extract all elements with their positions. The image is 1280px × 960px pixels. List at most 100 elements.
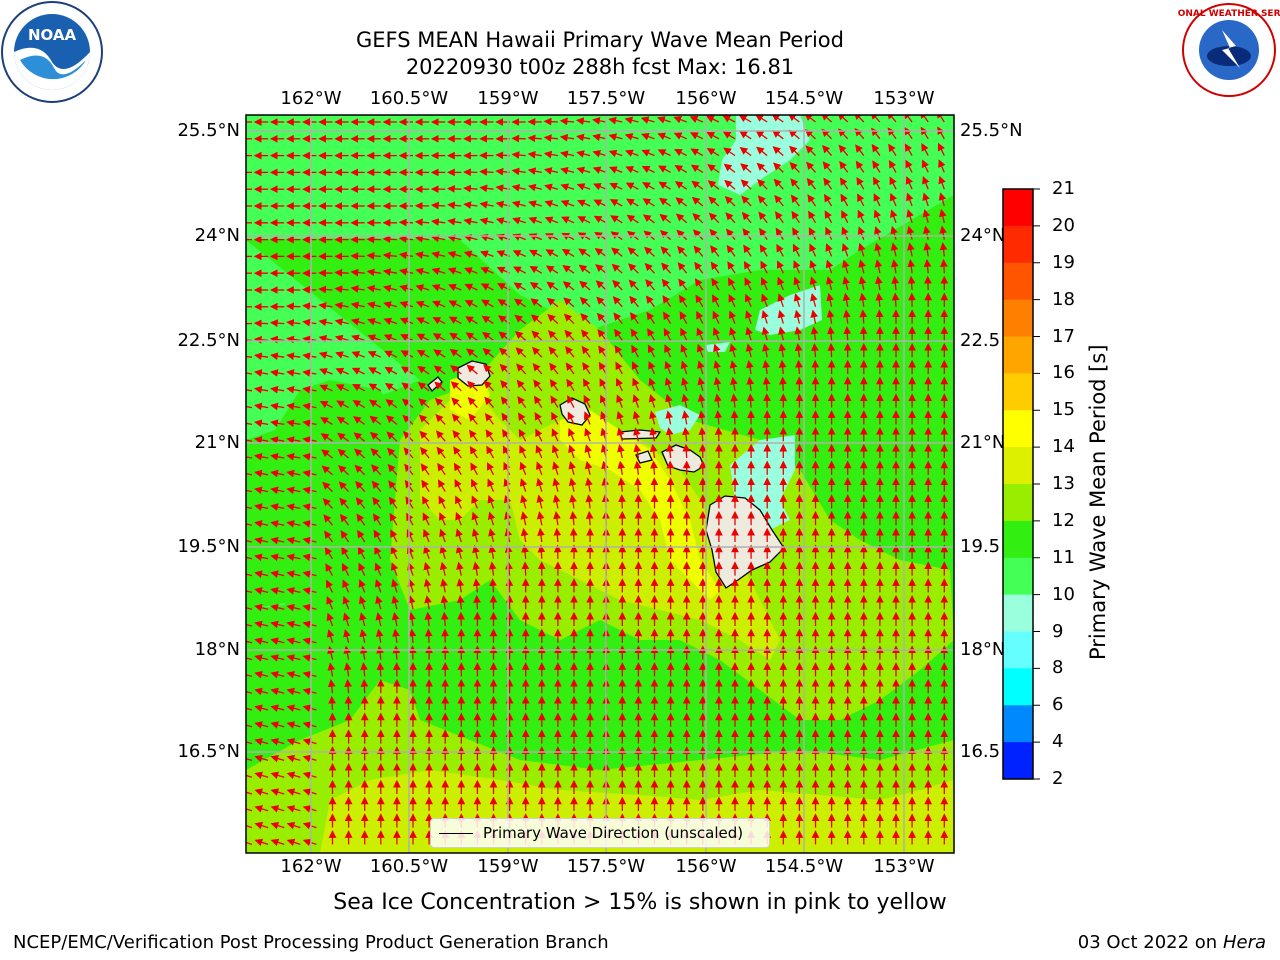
wave-direction-arrow xyxy=(318,285,333,294)
wave-direction-arrow xyxy=(661,278,672,291)
wave-direction-arrow xyxy=(823,177,833,190)
wave-direction-arrow xyxy=(689,115,704,123)
wave-direction-arrow xyxy=(739,130,752,140)
wave-direction-arrow xyxy=(658,165,671,173)
wave-direction-arrow xyxy=(680,327,688,341)
wave-direction-arrow xyxy=(674,148,688,157)
wave-direction-arrow xyxy=(825,259,834,274)
wave-direction-arrow xyxy=(481,315,494,325)
wave-direction-arrow xyxy=(366,301,381,309)
wave-direction-arrow xyxy=(789,161,800,173)
wave-direction-arrow xyxy=(746,376,755,391)
wave-direction-arrow xyxy=(367,334,382,342)
wave-direction-arrow xyxy=(352,383,366,392)
wave-direction-arrow xyxy=(447,184,462,193)
wave-direction-arrow xyxy=(583,411,592,425)
wave-direction-arrow xyxy=(254,419,269,428)
wave-direction-arrow xyxy=(904,126,913,140)
wave-direction-arrow xyxy=(253,385,269,394)
wave-direction-arrow xyxy=(302,419,317,428)
wave-direction-arrow xyxy=(808,226,817,240)
wave-direction-arrow xyxy=(514,330,527,341)
wave-direction-arrow xyxy=(724,196,736,207)
wave-direction-arrow xyxy=(664,377,673,392)
wave-direction-arrow xyxy=(360,678,369,694)
wave-direction-arrow xyxy=(657,149,671,157)
wave-direction-arrow xyxy=(678,278,688,291)
legend-line-icon xyxy=(439,832,473,834)
wave-direction-arrow xyxy=(465,332,478,341)
wave-direction-arrow xyxy=(246,419,253,428)
wave-direction-arrow xyxy=(762,359,771,375)
wave-direction-arrow xyxy=(599,378,607,392)
wave-direction-arrow xyxy=(320,433,333,442)
wave-direction-arrow xyxy=(723,147,736,157)
wave-direction-arrow xyxy=(790,194,800,207)
wave-direction-arrow xyxy=(627,247,639,257)
axis-tick-label: 153°W xyxy=(873,88,935,109)
axis-tick-label: 156°W xyxy=(675,856,737,877)
wave-direction-arrow xyxy=(350,301,365,310)
axis-tick-label: 22.5°N xyxy=(177,330,240,351)
wave-direction-arrow xyxy=(673,116,687,124)
axis-tick-label: 154.5°W xyxy=(764,88,844,109)
wave-direction-arrow xyxy=(920,126,929,140)
wave-direction-arrow xyxy=(583,394,591,408)
footer-date: 03 Oct 2022 on Hera xyxy=(1078,932,1266,953)
wave-direction-arrow xyxy=(547,330,559,341)
wave-direction-arrow xyxy=(353,432,366,442)
wave-direction-arrow xyxy=(320,417,333,425)
wave-direction-arrow xyxy=(624,133,639,141)
wave-direction-arrow xyxy=(511,167,526,176)
chart-subtitle: 20220930 t00z 288h fcst Max: 16.81 xyxy=(405,55,795,79)
wave-direction-arrow xyxy=(839,177,849,190)
wave-direction-arrow xyxy=(624,116,639,125)
island-lanai xyxy=(635,450,653,464)
wave-direction-arrow xyxy=(270,452,285,461)
wave-direction-arrow xyxy=(616,410,624,425)
period-15-region xyxy=(560,410,720,600)
wave-direction-arrow xyxy=(466,364,478,375)
wave-direction-arrow xyxy=(419,430,430,442)
wave-direction-arrow xyxy=(772,146,784,157)
wave-direction-arrow xyxy=(743,244,752,257)
wave-direction-arrow xyxy=(744,293,753,308)
wave-direction-arrow xyxy=(286,302,301,311)
wave-direction-arrow xyxy=(609,199,623,207)
wave-direction-arrow xyxy=(744,277,752,291)
wave-direction-arrow xyxy=(448,316,462,325)
wave-direction-arrow xyxy=(666,460,675,475)
wave-direction-arrow xyxy=(708,212,720,224)
wave-direction-arrow xyxy=(383,317,398,326)
chart-title: GEFS MEAN Hawaii Primary Wave Mean Perio… xyxy=(356,28,844,52)
wave-direction-arrow xyxy=(576,133,591,142)
wave-direction-arrow xyxy=(682,443,691,459)
wave-direction-arrow xyxy=(562,265,575,274)
wave-direction-arrow xyxy=(725,228,736,241)
wave-direction-arrow xyxy=(873,193,881,207)
wave-direction-arrow xyxy=(575,117,591,126)
wave-direction-arrow xyxy=(533,379,543,392)
wave-direction-arrow xyxy=(905,159,913,173)
wave-direction-arrow xyxy=(793,293,802,307)
wave-direction-arrow xyxy=(513,282,527,291)
wave-direction-arrow xyxy=(657,116,671,124)
wave-direction-arrow xyxy=(383,334,398,342)
wave-direction-arrow xyxy=(789,145,800,157)
wave-direction-arrow xyxy=(484,396,494,409)
nws-logo-icon: NATIONAL WEATHER SERVICE xyxy=(1178,3,1280,97)
wave-direction-arrow xyxy=(432,333,446,341)
wave-direction-arrow xyxy=(793,260,801,274)
wave-direction-arrow xyxy=(657,132,671,140)
wave-direction-arrow xyxy=(382,284,398,293)
wave-direction-arrow xyxy=(584,427,592,442)
wave-direction-arrow xyxy=(577,199,591,207)
wave-direction-arrow xyxy=(697,393,706,408)
wave-direction-arrow xyxy=(712,294,720,308)
wave-direction-arrow xyxy=(564,329,575,341)
wave-direction-arrow xyxy=(528,200,542,208)
wave-direction-arrow xyxy=(334,285,349,294)
colorbar-tick-label: 13 xyxy=(1052,473,1075,494)
wave-direction-arrow xyxy=(708,196,720,207)
wave-direction-arrow xyxy=(545,265,559,274)
